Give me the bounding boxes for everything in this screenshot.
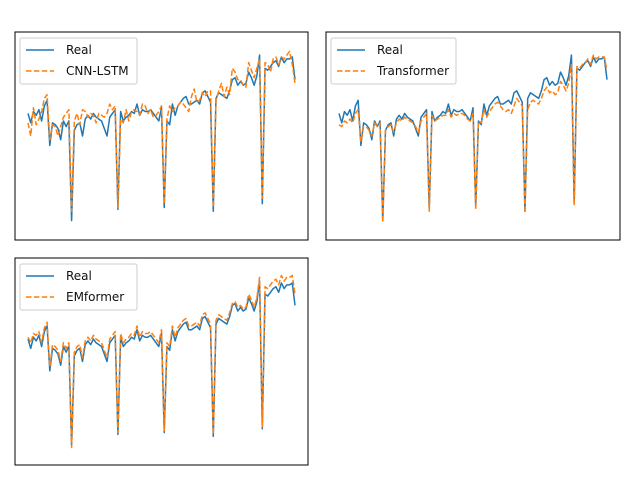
series-line-real	[27, 54, 296, 222]
series-line-cnn-lstm	[27, 50, 296, 212]
legend-label: Real	[66, 269, 92, 283]
legend-label: Real	[66, 43, 92, 57]
legend: Real Transformer	[330, 37, 457, 85]
subplot-emformer: Real EMformer	[14, 257, 309, 466]
series-line-real	[338, 54, 608, 222]
subplot-transformer: Real Transformer	[325, 31, 621, 241]
legend-label: Transformer	[376, 64, 449, 78]
series-line-emformer	[27, 274, 296, 449]
legend-label: Real	[377, 43, 403, 57]
subplot-cnn-lstm: Real CNN-LSTM	[14, 31, 309, 241]
legend-label: CNN-LSTM	[66, 64, 129, 78]
legend-label: EMformer	[66, 290, 124, 304]
legend: Real CNN-LSTM	[19, 37, 138, 85]
legend: Real EMformer	[19, 263, 138, 311]
series-line-transformer	[338, 54, 608, 224]
